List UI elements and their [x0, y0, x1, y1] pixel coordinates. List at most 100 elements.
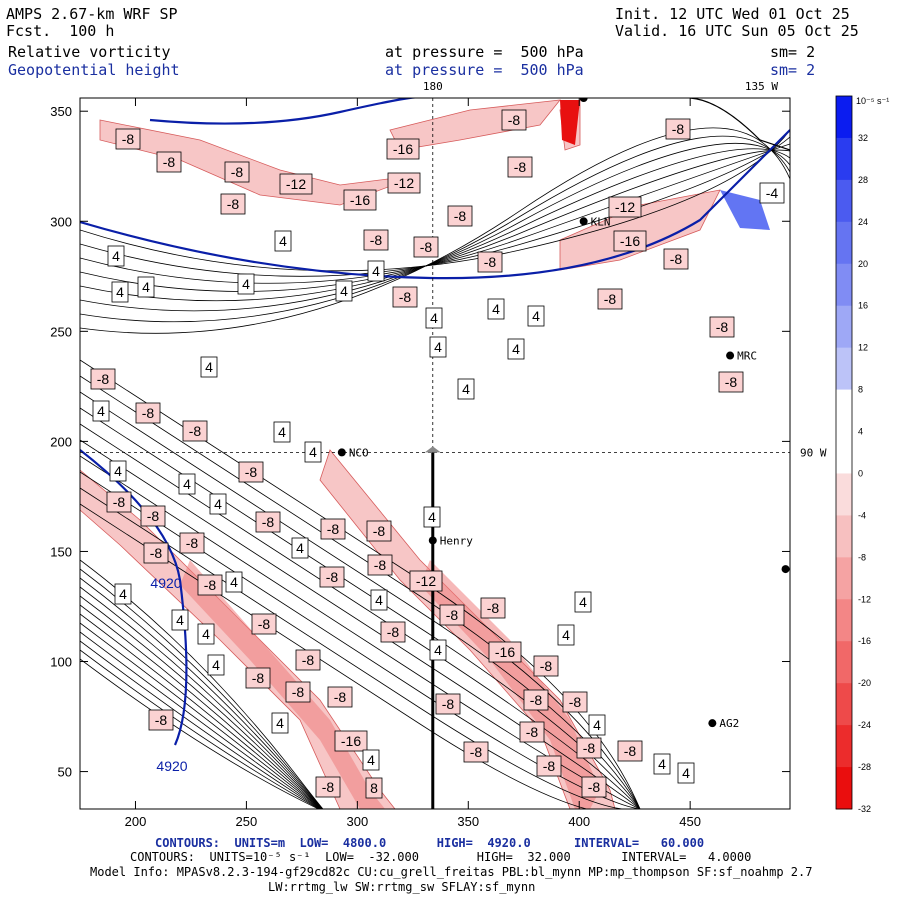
svg-text:-8: -8 [399, 289, 412, 305]
y-tick-label: 350 [50, 104, 72, 119]
svg-text:4: 4 [114, 463, 122, 479]
svg-text:-16: -16 [341, 733, 361, 749]
svg-text:-8: -8 [540, 658, 553, 674]
contour-label: -4 [759, 182, 785, 204]
colorbar-tick-label: -4 [858, 510, 866, 520]
contour-label: 4 [274, 230, 292, 252]
contour-label: -8 [90, 368, 116, 390]
valid-time: Valid. 16 UTC Sun 05 Oct 25 [615, 22, 859, 40]
contour-label: -8 [718, 371, 744, 393]
contour-label: -8 [245, 667, 271, 689]
svg-text:4: 4 [658, 756, 666, 772]
svg-text:-8: -8 [604, 291, 617, 307]
contour-label: -8 [319, 566, 345, 588]
svg-text:4: 4 [532, 308, 540, 324]
colorbar-swatch [836, 599, 852, 642]
contour-label: -8 [251, 613, 277, 635]
contour-label: -8 [327, 686, 353, 708]
contour-label: -8 [238, 461, 264, 483]
svg-text:-8: -8 [373, 523, 386, 539]
svg-text:4: 4 [142, 279, 150, 295]
x-tick-label: 300 [346, 814, 368, 829]
colorbar-tick-label: -32 [858, 804, 871, 814]
svg-text:4: 4 [112, 248, 120, 264]
station-marker [579, 98, 588, 102]
contour-label: -8 [480, 597, 506, 619]
pressure-level-2: at pressure = 500 hPa [385, 61, 584, 79]
vorticity-band [99, 119, 421, 206]
svg-text:-8: -8 [583, 740, 596, 756]
svg-text:-8: -8 [147, 508, 160, 524]
svg-text:-8: -8 [420, 239, 433, 255]
colorbar-units: 10⁻⁵ s⁻¹ [856, 96, 889, 106]
svg-text:-8: -8 [189, 423, 202, 439]
contour-label: -12 [409, 570, 443, 592]
contour-label: -8 [439, 604, 465, 626]
contour-label: 4 [291, 537, 309, 559]
svg-text:-8: -8 [446, 607, 459, 623]
svg-text:4: 4 [434, 642, 442, 658]
station-marker: MRC [726, 350, 757, 363]
contour-label: -8 [435, 693, 461, 715]
contour-label: -8 [179, 532, 205, 554]
svg-text:-8: -8 [122, 131, 135, 147]
contour-label: -8 [709, 316, 735, 338]
contour-label: -8 [617, 740, 643, 762]
contour-label: 4 [335, 280, 353, 302]
vorticity-contour [80, 622, 361, 809]
contour-label: -8 [315, 776, 341, 798]
colorbar-swatch [836, 515, 852, 558]
svg-text:-8: -8 [624, 743, 637, 759]
station-marker: AG2 [708, 717, 739, 730]
contour-label: 4 [527, 305, 545, 327]
x-tick-label: 350 [457, 814, 479, 829]
svg-text:4: 4 [296, 540, 304, 556]
svg-text:4: 4 [97, 403, 105, 419]
contour-label: 4 [429, 639, 447, 661]
vorticity-contour [80, 148, 790, 302]
vorticity-contour [80, 577, 361, 809]
colorbar-tick-label: 8 [858, 385, 863, 395]
contour-label: 4 [207, 654, 225, 676]
contour-label: 4 [107, 245, 125, 267]
contour-label: -8 [581, 776, 607, 798]
colorbar-swatch [836, 641, 852, 684]
contour-label: 4 [111, 281, 129, 303]
vorticity-contour [80, 613, 361, 809]
contour-label: 4 [425, 307, 443, 329]
contour-label: -8 [363, 229, 389, 251]
vorticity-positive [720, 190, 770, 230]
contour-label: -16 [488, 641, 522, 663]
svg-text:KLN: KLN [591, 215, 611, 228]
contour-label: -8 [295, 649, 321, 671]
contour-label: -8 [197, 574, 223, 596]
contour-label: -8 [182, 420, 208, 442]
forecast-hour: Fcst. 100 h [6, 22, 115, 40]
contour-label: 4 [574, 591, 592, 613]
colorbar-tick-label: 12 [858, 343, 868, 353]
contour-label: 4 [362, 749, 380, 771]
contour-label: -8 [140, 505, 166, 527]
svg-text:4: 4 [428, 509, 436, 525]
field-height-label: Geopotential height [8, 61, 180, 79]
contour-label: 4 [114, 583, 132, 605]
contour-label: -8 [533, 655, 559, 677]
svg-text:4: 4 [430, 310, 438, 326]
y-tick-label: 200 [50, 434, 72, 449]
contour-label: 4 [588, 714, 606, 736]
svg-text:4: 4 [367, 752, 375, 768]
svg-text:-8: -8 [163, 154, 176, 170]
svg-text:-8: -8 [227, 196, 240, 212]
vorticity-contour [80, 658, 361, 809]
colorbar-swatch [836, 725, 852, 768]
colorbar: 32 28 24 20 16 12 8 4 0 -4 -8 -12 -16 -20 -24 -28 -32 10⁻… [835, 95, 889, 814]
contour-label: 4 [209, 493, 227, 515]
svg-text:-8: -8 [142, 405, 155, 421]
height-contour [149, 98, 422, 125]
contour-label: 4 [92, 400, 110, 422]
contour-label: 4 [273, 421, 291, 443]
svg-text:-8: -8 [569, 694, 582, 710]
contour-label: 4 [271, 712, 289, 734]
svg-text:4: 4 [682, 765, 690, 781]
